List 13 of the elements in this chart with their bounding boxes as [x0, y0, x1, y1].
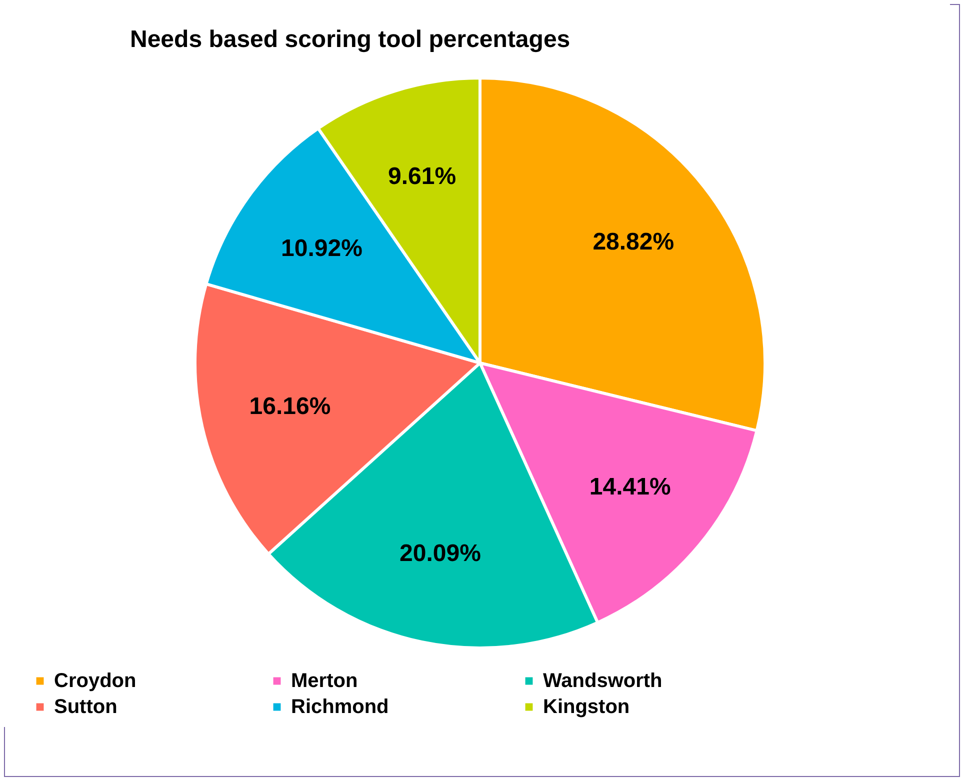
legend-label: Merton — [291, 670, 358, 692]
legend-label: Kingston — [543, 696, 630, 718]
data-label: 28.82% — [592, 228, 674, 256]
data-label: 9.61% — [388, 162, 456, 190]
data-label: 16.16% — [249, 392, 331, 420]
data-label: 10.92% — [281, 235, 362, 262]
legend-label: Sutton — [54, 696, 118, 718]
chart-title: Needs based scoring tool percentages — [130, 26, 570, 53]
legend-label: Croydon — [54, 670, 136, 692]
legend-label: Richmond — [291, 696, 389, 718]
data-label: 20.09% — [400, 540, 481, 567]
data-label: 14.41% — [589, 474, 671, 500]
legend-label: Wandsworth — [543, 670, 662, 692]
